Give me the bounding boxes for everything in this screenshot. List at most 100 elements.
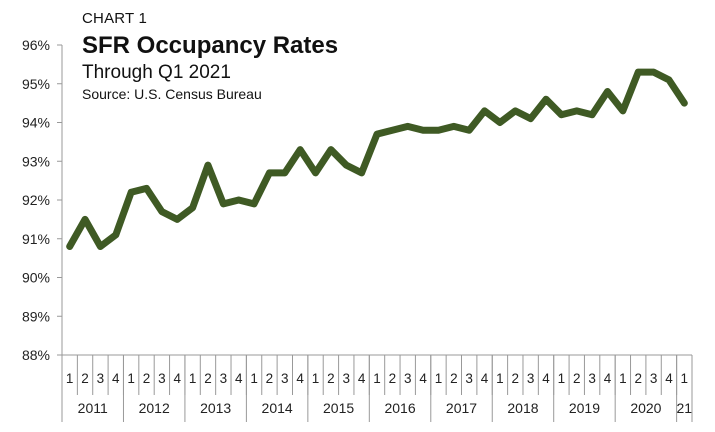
data-point (220, 200, 227, 208)
chart-title: SFR Occupancy Rates (82, 32, 339, 59)
x-tick-label-quarter: 3 (404, 371, 412, 386)
data-point (665, 76, 673, 84)
data-point (235, 196, 242, 204)
x-tick-label-quarter: 4 (542, 371, 550, 386)
data-point (373, 130, 381, 138)
x-tick-label-quarter: 1 (681, 371, 689, 386)
x-tick-label-quarter: 1 (435, 371, 443, 386)
data-point (650, 68, 657, 76)
chart-subtitle: Through Q1 2021 (82, 62, 231, 83)
x-tick-label-quarter: 1 (558, 371, 566, 386)
data-point (404, 123, 411, 130)
x-tick-label-quarter: 4 (358, 371, 366, 386)
data-point (204, 161, 212, 169)
x-tick-label-quarter: 4 (665, 371, 673, 386)
x-tick-label-quarter: 3 (650, 371, 658, 386)
x-tick-label-quarter: 4 (173, 371, 181, 386)
data-point (496, 119, 504, 126)
data-point (419, 127, 427, 134)
y-tick-label: 88% (22, 347, 50, 363)
data-point (604, 88, 611, 95)
y-tick-label: 90% (22, 270, 50, 286)
x-tick-label-quarter: 4 (419, 371, 427, 386)
x-tick-label-year: 2018 (507, 400, 538, 416)
data-point (174, 216, 181, 223)
data-point (558, 111, 565, 118)
y-tick-label: 93% (22, 153, 50, 169)
data-point (635, 68, 642, 76)
data-point (573, 107, 580, 115)
x-tick-label-quarter: 4 (112, 371, 120, 386)
x-tick-label-quarter: 2 (143, 371, 151, 386)
data-point (81, 216, 89, 223)
data-point (189, 204, 196, 211)
x-tick-label-year: 2014 (262, 400, 293, 416)
data-point (512, 107, 519, 115)
y-tick-label: 95% (22, 76, 50, 92)
x-tick-label-quarter: 2 (81, 371, 89, 386)
y-tick-label: 89% (22, 308, 50, 324)
x-tick-label-year: 2020 (630, 400, 661, 416)
x-tick-label-quarter: 2 (389, 371, 397, 386)
x-tick-label-quarter: 4 (235, 371, 243, 386)
data-point (389, 127, 396, 134)
data-point (312, 169, 319, 177)
data-point (97, 243, 104, 250)
data-point (250, 200, 258, 208)
data-point (358, 169, 365, 177)
x-tick-label-quarter: 2 (450, 371, 458, 386)
x-tick-label-quarter: 4 (296, 371, 304, 386)
data-point (343, 161, 350, 169)
data-point (281, 169, 289, 177)
x-tick-label-quarter: 3 (97, 371, 105, 386)
x-tick-label-year: 2013 (200, 400, 231, 416)
x-tick-label-quarter: 2 (512, 371, 520, 386)
x-tick-label-quarter: 3 (220, 371, 228, 386)
y-tick-label: 91% (22, 231, 50, 247)
data-point (542, 96, 550, 103)
x-tick-label-quarter: 2 (573, 371, 581, 386)
x-tick-label-quarter: 2 (634, 371, 642, 386)
x-tick-label-quarter: 1 (250, 371, 258, 386)
x-tick-label-year: 2017 (446, 400, 477, 416)
data-point (681, 99, 688, 107)
series-line (66, 68, 688, 250)
data-point (435, 127, 442, 134)
x-tick-label-quarter: 1 (373, 371, 381, 386)
x-tick-label-quarter: 1 (66, 371, 74, 386)
chart-number: CHART 1 (82, 10, 148, 27)
data-point (327, 146, 335, 153)
data-point (112, 231, 119, 239)
chart-source: Source: U.S. Census Bureau (82, 86, 262, 102)
x-tick-label-year: 2015 (323, 400, 354, 416)
x-tick-label-quarter: 2 (266, 371, 274, 386)
x-tick-label-year: 2011 (78, 400, 108, 416)
x-tick-label-quarter: 4 (604, 371, 612, 386)
x-tick-label-year: 21 (677, 400, 693, 416)
data-point (127, 189, 135, 196)
x-tick-label-quarter: 2 (204, 371, 212, 386)
x-tick-label-quarter: 1 (619, 371, 627, 386)
data-point (266, 169, 273, 177)
data-point (527, 115, 534, 122)
data-point (450, 123, 458, 130)
data-point (158, 208, 166, 215)
x-tick-label-quarter: 3 (588, 371, 596, 386)
x-tick-label-quarter: 2 (327, 371, 335, 386)
x-tick-label-year: 2012 (139, 400, 170, 416)
x-tick-label-quarter: 1 (127, 371, 135, 386)
x-tick-label-quarter: 1 (189, 371, 197, 386)
data-point (619, 107, 627, 115)
data-point (465, 127, 473, 134)
x-tick-label-year: 2016 (384, 400, 415, 416)
x-tick-label-quarter: 1 (496, 371, 504, 386)
data-point (296, 146, 304, 153)
x-tick-label-year: 2019 (569, 400, 600, 416)
x-tick-label-quarter: 3 (527, 371, 535, 386)
data-point (143, 185, 150, 192)
y-tick-label: 92% (22, 192, 50, 208)
x-tick-label-quarter: 4 (481, 371, 489, 386)
y-tick-label: 96% (22, 37, 50, 53)
data-point (481, 107, 488, 115)
